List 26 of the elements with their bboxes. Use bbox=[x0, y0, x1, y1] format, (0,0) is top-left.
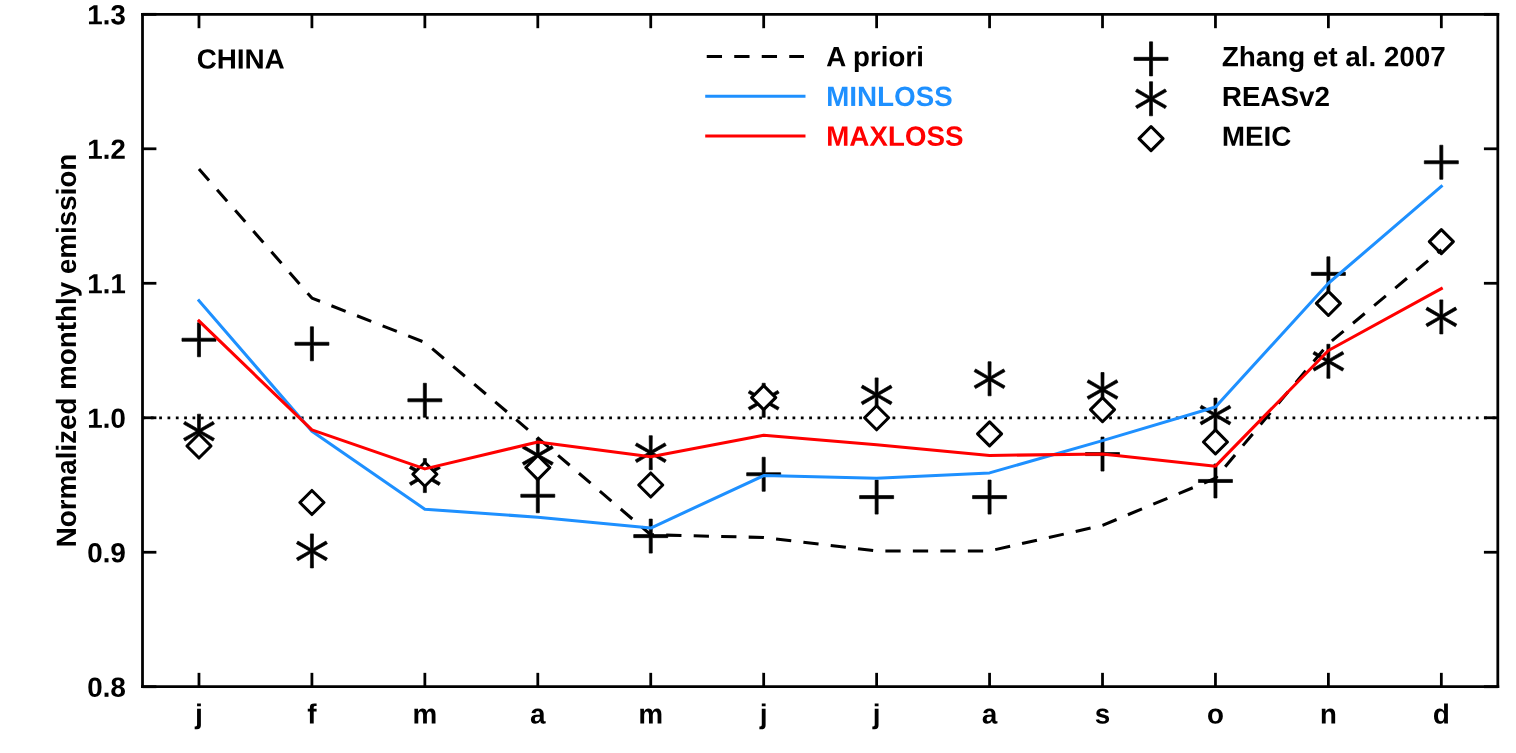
y-tick-label: 1.2 bbox=[88, 139, 125, 159]
x-tick-label: n bbox=[1321, 708, 1336, 724]
y-tick-label: 0.8 bbox=[88, 677, 125, 698]
legend-label: Zhang et al. 2007 bbox=[1222, 46, 1445, 73]
y-tick-label: 1.1 bbox=[88, 274, 126, 294]
x-tick-label: m bbox=[414, 708, 436, 724]
y-axis-title: Normalized monthly emission bbox=[55, 155, 82, 546]
annotation: CHINA bbox=[197, 49, 284, 69]
x-tick-label: a bbox=[530, 708, 546, 724]
y-tick-label: 1.3 bbox=[88, 4, 125, 25]
x-tick-label: a bbox=[982, 708, 998, 724]
x-tick-label: d bbox=[1434, 703, 1448, 724]
legend-label: MEIC bbox=[1223, 126, 1291, 147]
x-tick-label: j bbox=[759, 703, 766, 730]
x-tick-label: m bbox=[640, 708, 662, 724]
legend-label: A priori bbox=[826, 46, 922, 72]
y-tick-label: 1.0 bbox=[88, 408, 125, 429]
legend-label: MINLOSS bbox=[828, 86, 952, 107]
x-tick-label: o bbox=[1208, 708, 1223, 724]
x-tick-label: j bbox=[194, 703, 201, 730]
y-tick-label: 0.9 bbox=[88, 542, 125, 563]
legend-label: MAXLOSS bbox=[828, 126, 963, 146]
legend-label: REASv2 bbox=[1223, 86, 1329, 107]
x-tick-label: f bbox=[307, 703, 317, 724]
x-tick-label: j bbox=[872, 703, 879, 730]
x-tick-label: s bbox=[1095, 708, 1110, 724]
